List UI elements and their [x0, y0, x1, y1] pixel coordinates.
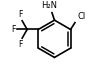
Text: H₂N: H₂N	[41, 1, 58, 10]
Text: Cl: Cl	[77, 12, 86, 21]
Text: F: F	[11, 25, 15, 34]
Text: F: F	[19, 40, 23, 49]
Text: F: F	[19, 10, 23, 19]
